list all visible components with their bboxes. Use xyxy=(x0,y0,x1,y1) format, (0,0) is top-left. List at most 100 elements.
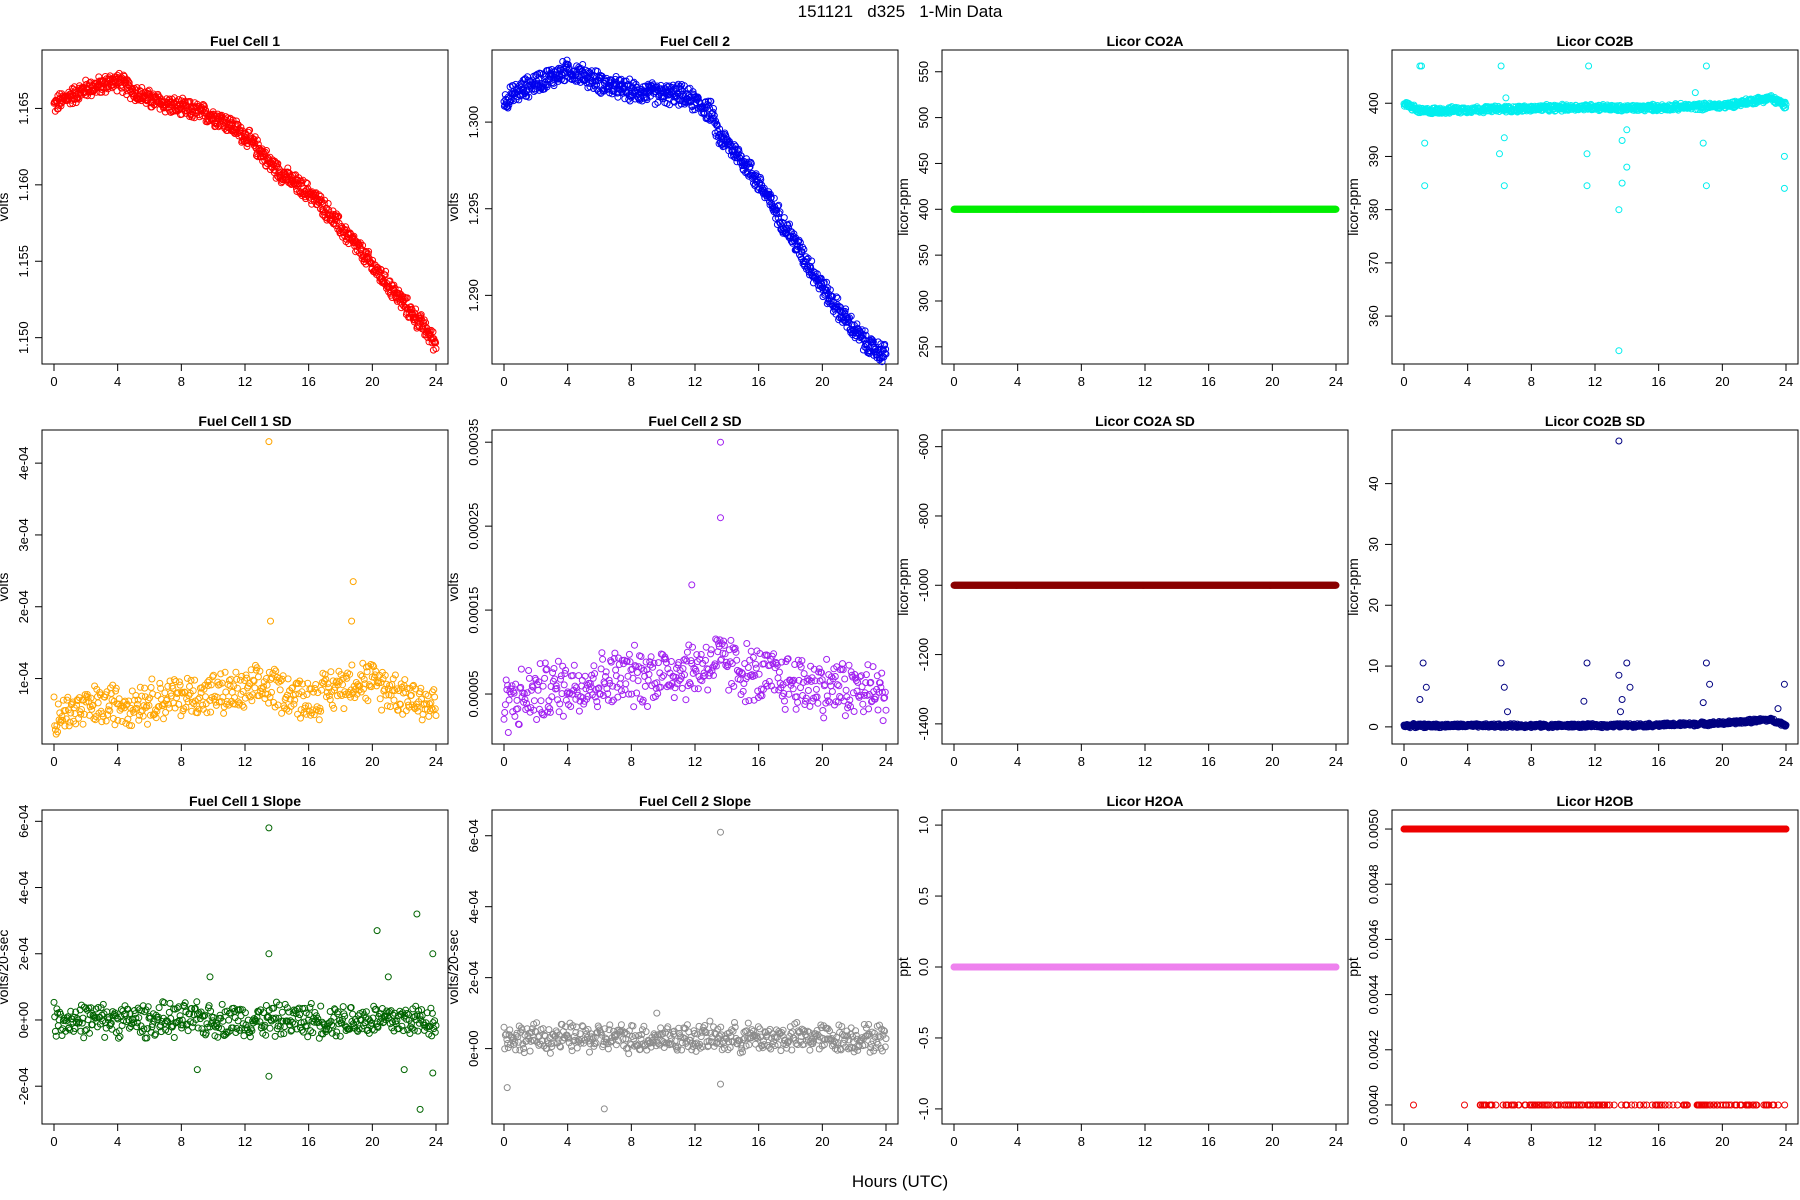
data-point xyxy=(747,647,755,655)
x-tick-label: 24 xyxy=(429,754,443,769)
panel-5: Fuel Cell 2 SD0 4 8 12 16 20 240.000050.000150… xyxy=(445,413,899,769)
data-point xyxy=(644,703,651,710)
y-tick-label: 1.160 xyxy=(16,169,31,202)
data-point xyxy=(794,698,802,706)
x-tick-label: 0 xyxy=(1400,374,1407,389)
y-axis-label: volts xyxy=(0,573,11,602)
data-point-outlier xyxy=(1421,139,1429,147)
panel-title: Licor CO2A SD xyxy=(1095,413,1195,429)
data-point xyxy=(267,675,275,683)
panel-1: Fuel Cell 20 4 8 12 16 20 241.2901.2951.300vol… xyxy=(445,33,899,389)
data-point xyxy=(775,201,783,209)
y-tick-label: 400 xyxy=(1366,92,1381,114)
x-tick-label: 20 xyxy=(1265,754,1279,769)
data-point xyxy=(254,140,262,148)
data-point xyxy=(564,61,572,69)
data-point xyxy=(525,674,533,682)
data-point xyxy=(608,698,616,706)
data-point-outlier xyxy=(1585,62,1593,70)
y-axis-label: licor-ppm xyxy=(1345,178,1361,236)
y-tick-label: 0.00005 xyxy=(466,671,481,718)
data-point xyxy=(377,266,385,274)
data-point xyxy=(160,715,167,723)
x-tick-label: 12 xyxy=(238,754,252,769)
data-point xyxy=(390,696,398,704)
data-point xyxy=(869,663,877,671)
x-tick-label: 8 xyxy=(628,754,635,769)
data-point xyxy=(274,164,282,172)
data-point xyxy=(432,712,440,719)
series-points xyxy=(500,56,890,366)
y-tick-label: 1.290 xyxy=(466,279,481,312)
data-point xyxy=(229,116,237,124)
data-point xyxy=(579,61,587,68)
data-point xyxy=(365,248,373,255)
x-tick-label: 0 xyxy=(500,374,507,389)
data-point-outlier xyxy=(1623,163,1631,171)
data-point xyxy=(747,160,755,168)
data-point xyxy=(625,650,633,658)
data-point xyxy=(716,125,724,133)
x-tick-label: 12 xyxy=(1138,374,1152,389)
data-point xyxy=(705,101,713,109)
data-point xyxy=(598,649,606,657)
data-point xyxy=(694,94,702,102)
data-point xyxy=(881,349,889,357)
data-point xyxy=(878,358,886,366)
data-point xyxy=(222,688,230,696)
y-axis-label: licor-ppm xyxy=(895,178,911,236)
data-point xyxy=(284,675,292,683)
x-tick-label: 16 xyxy=(751,754,765,769)
data-point-outlier xyxy=(1615,347,1623,355)
y-tick-label: 1.165 xyxy=(16,92,31,125)
series-points xyxy=(1400,62,1790,355)
data-point-outlier xyxy=(1500,182,1508,190)
data-point xyxy=(786,220,793,228)
x-tick-label: 12 xyxy=(688,374,702,389)
panel-title: Fuel Cell 2 SD xyxy=(648,413,741,429)
data-point xyxy=(248,697,256,705)
data-point xyxy=(432,345,440,353)
data-point xyxy=(770,194,778,202)
data-point-outlier xyxy=(1618,137,1626,144)
data-point xyxy=(676,82,684,90)
data-point xyxy=(94,699,102,707)
data-point xyxy=(842,305,850,313)
y-tick-label: 390 xyxy=(1366,146,1381,168)
x-tick-label: 8 xyxy=(178,374,185,389)
y-tick-label: 350 xyxy=(916,244,931,266)
data-point xyxy=(744,664,752,671)
series-points xyxy=(50,69,440,354)
data-point xyxy=(515,96,523,104)
data-point xyxy=(117,84,125,92)
data-point xyxy=(401,676,409,684)
data-point xyxy=(525,667,533,674)
y-tick-label: -800 xyxy=(916,503,931,529)
data-point-outlier xyxy=(349,578,357,586)
data-point-outlier xyxy=(1500,134,1508,142)
data-point xyxy=(501,709,509,716)
x-tick-label: 8 xyxy=(1528,374,1535,389)
y-tick-label: 1.300 xyxy=(466,106,481,139)
data-point xyxy=(730,141,738,149)
data-point xyxy=(847,312,855,320)
data-point-outlier xyxy=(1583,150,1591,158)
x-tick-label: 4 xyxy=(564,754,571,769)
y-tick-label: 0.00015 xyxy=(466,587,481,634)
data-point xyxy=(138,84,146,91)
y-axis-label: volts xyxy=(445,573,461,602)
data-point xyxy=(842,686,850,694)
data-point xyxy=(850,708,858,715)
data-point xyxy=(519,76,527,84)
x-tick-label: 8 xyxy=(1078,374,1085,389)
x-tick-label: 24 xyxy=(1329,754,1343,769)
data-point xyxy=(240,703,248,711)
data-point-outlier xyxy=(717,438,724,446)
data-point xyxy=(737,152,745,160)
data-point xyxy=(575,707,583,715)
data-point xyxy=(312,681,320,688)
data-point-outlier xyxy=(1702,182,1710,190)
data-point xyxy=(111,721,119,729)
